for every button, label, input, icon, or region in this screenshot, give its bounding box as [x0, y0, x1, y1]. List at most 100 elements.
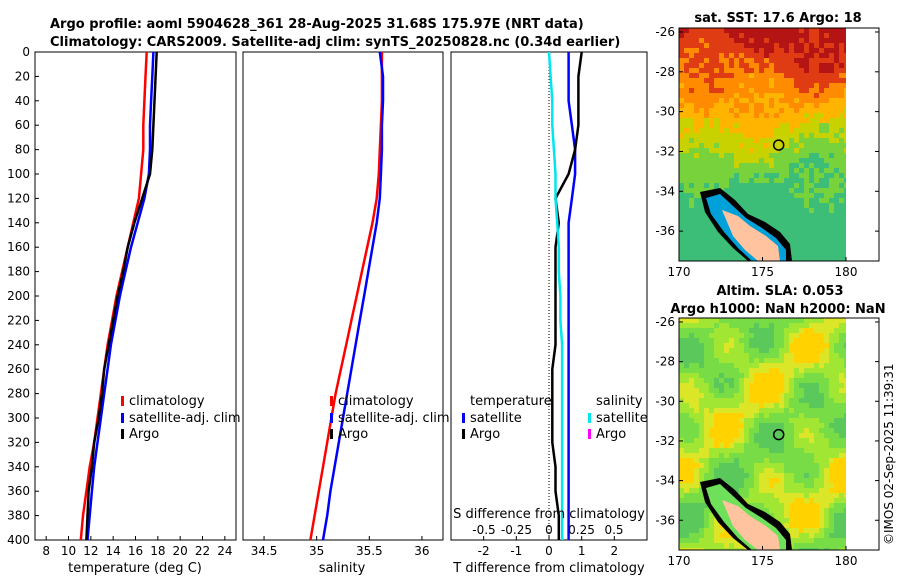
- heatmap-cell: [814, 423, 819, 428]
- heatmap-cell: [774, 453, 779, 458]
- heatmap-cell: [774, 203, 779, 208]
- heatmap-cell: [784, 223, 789, 228]
- heatmap-cell: [719, 383, 724, 388]
- heatmap-cell: [839, 323, 844, 328]
- heatmap-cell: [784, 148, 789, 153]
- heatmap-cell: [784, 208, 789, 213]
- heatmap-cell: [689, 208, 694, 213]
- heatmap-cell: [809, 393, 814, 398]
- heatmap-cell: [829, 523, 834, 528]
- heatmap-cell: [744, 498, 749, 503]
- heatmap-cell: [789, 128, 794, 133]
- heatmap-cell: [829, 333, 834, 338]
- heatmap-cell: [679, 168, 684, 173]
- heatmap-cell: [779, 453, 784, 458]
- heatmap-cell: [739, 373, 744, 378]
- heatmap-cell: [769, 438, 774, 443]
- heatmap-cell: [764, 218, 769, 223]
- heatmap-cell: [759, 158, 764, 163]
- salinity-xticks: 34.5 35 35.5 36: [251, 536, 430, 558]
- heatmap-cell: [719, 118, 724, 123]
- heatmap-cell: [699, 458, 704, 463]
- heatmap-cell: [689, 108, 694, 113]
- heatmap-cell: [704, 518, 709, 523]
- heatmap-cell: [684, 133, 689, 138]
- depth-tick-label: 380: [7, 509, 30, 523]
- heatmap-cell: [694, 513, 699, 518]
- heatmap-cell: [719, 318, 724, 323]
- heatmap-cell: [839, 338, 844, 343]
- heatmap-cell: [839, 403, 844, 408]
- heatmap-cell: [694, 318, 699, 323]
- heatmap-cell: [744, 428, 749, 433]
- heatmap-cell: [679, 148, 684, 153]
- heatmap-cell: [764, 348, 769, 353]
- heatmap-cell: [839, 528, 844, 533]
- heatmap-cell: [734, 138, 739, 143]
- heatmap-cell: [779, 348, 784, 353]
- heatmap-cell: [739, 343, 744, 348]
- heatmap-cell: [724, 48, 729, 53]
- heatmap-cell: [699, 448, 704, 453]
- heatmap-cell: [709, 398, 714, 403]
- s-difference-tick-label: 0: [545, 523, 553, 537]
- heatmap-cell: [749, 423, 754, 428]
- heatmap-cell: [734, 123, 739, 128]
- heatmap-cell: [804, 548, 809, 550]
- heatmap-cell: [709, 168, 714, 173]
- heatmap-cell: [774, 408, 779, 413]
- heatmap-cell: [839, 43, 844, 48]
- heatmap-cell: [789, 323, 794, 328]
- heatmap-cell: [714, 353, 719, 358]
- heatmap-cell: [704, 508, 709, 513]
- heatmap-cell: [719, 168, 724, 173]
- heatmap-cell: [804, 448, 809, 453]
- heatmap-cell: [749, 133, 754, 138]
- heatmap-cell: [704, 98, 709, 103]
- heatmap-cell: [684, 153, 689, 158]
- heatmap-cell: [774, 178, 779, 183]
- heatmap-cell: [809, 88, 814, 93]
- heatmap-cell: [709, 528, 714, 533]
- heatmap-cell: [784, 218, 789, 223]
- heatmap-cell: [714, 443, 719, 448]
- heatmap-cell: [724, 328, 729, 333]
- heatmap-cell: [824, 118, 829, 123]
- heatmap-cell: [764, 178, 769, 183]
- heatmap-cell: [689, 498, 694, 503]
- heatmap-cell: [814, 108, 819, 113]
- heatmap-cell: [684, 138, 689, 143]
- heatmap-cell: [684, 493, 689, 498]
- heatmap-cell: [699, 468, 704, 473]
- heatmap-cell: [779, 28, 784, 33]
- heatmap-cell: [689, 418, 694, 423]
- heatmap-cell: [699, 38, 704, 43]
- heatmap-cell: [684, 58, 689, 63]
- heatmap-cell: [724, 453, 729, 458]
- heatmap-cell: [804, 188, 809, 193]
- heatmap-cell: [714, 243, 719, 248]
- heatmap-cell: [699, 418, 704, 423]
- heatmap-cell: [724, 128, 729, 133]
- heatmap-cell: [679, 43, 684, 48]
- heatmap-cell: [814, 83, 819, 88]
- heatmap-cell: [814, 138, 819, 143]
- heatmap-cell: [754, 343, 759, 348]
- heatmap-cell: [809, 203, 814, 208]
- heatmap-cell: [794, 113, 799, 118]
- heatmap-cell: [754, 138, 759, 143]
- heatmap-cell: [749, 418, 754, 423]
- heatmap-cell: [799, 383, 804, 388]
- heatmap-cell: [794, 488, 799, 493]
- heatmap-cell: [699, 203, 704, 208]
- heatmap-cell: [789, 138, 794, 143]
- heatmap-cell: [829, 518, 834, 523]
- heatmap-cell: [839, 518, 844, 523]
- heatmap-cell: [749, 428, 754, 433]
- heatmap-cell: [784, 28, 789, 33]
- heatmap-cell: [809, 58, 814, 63]
- heatmap-cell: [734, 68, 739, 73]
- heatmap-cell: [729, 173, 734, 178]
- heatmap-cell: [759, 418, 764, 423]
- heatmap-cell: [839, 523, 844, 528]
